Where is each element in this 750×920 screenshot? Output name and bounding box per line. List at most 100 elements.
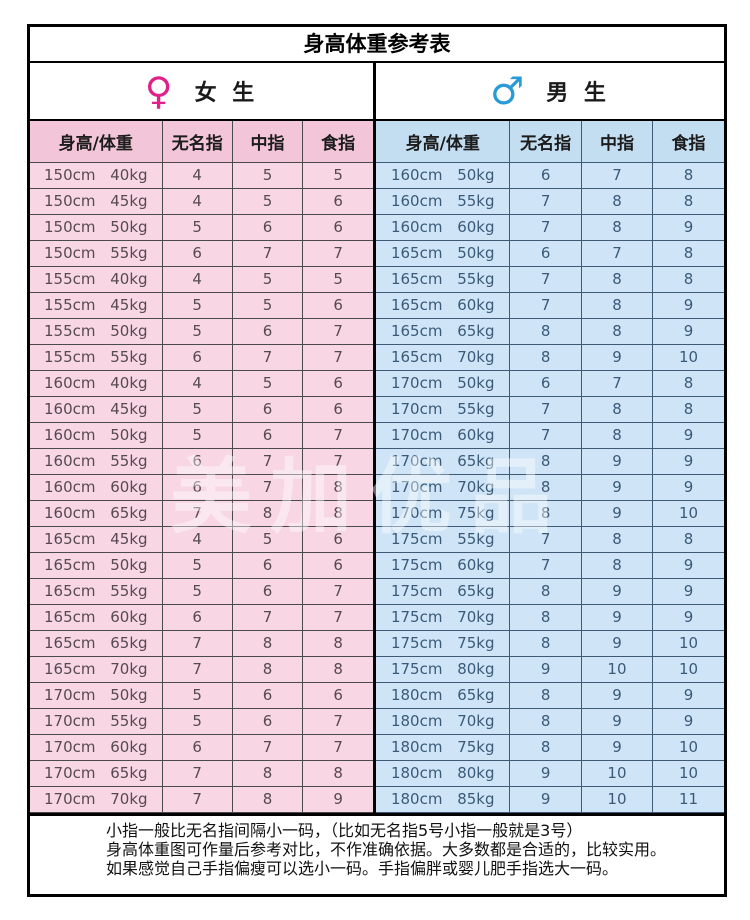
ring-finger-size-cell: 4 [161,525,233,553]
ring-finger-size-cell: 7 [509,525,582,553]
ring-finger-size-cell: 6 [509,369,582,397]
female-label: 女 生 [194,81,259,106]
middle-finger-size-cell: 5 [231,187,304,215]
middle-finger-size-cell: 8 [580,265,654,293]
middle-finger-size-cell: 5 [231,291,304,319]
male-section: ♂ 男 生 身高/体重 无名指 中指 食指 160cm 50kg 6 7 8 160cm… [376,63,724,813]
table-row: 160cm 45kg 5 6 6 [30,395,373,423]
index-finger-size-cell: 9 [652,551,724,579]
ring-finger-size-cell: 6 [161,447,233,475]
ring-finger-size-cell: 8 [509,681,582,709]
index-finger-size-cell: 8 [652,525,724,553]
male-label: 男 生 [546,81,610,106]
height-weight-cell: 170cm 75kg [376,499,511,527]
index-finger-size-cell: 9 [652,291,724,319]
index-finger-size-cell: 8 [302,473,373,501]
table-row: 170cm 50kg 5 6 6 [30,681,373,709]
middle-finger-size-cell: 10 [580,655,654,683]
female-col-height-weight: 身高/体重 [30,121,163,163]
middle-finger-size-cell: 10 [580,759,654,787]
ring-finger-size-cell: 4 [161,369,233,397]
height-weight-cell: 170cm 55kg [376,395,511,423]
index-finger-size-cell: 8 [652,239,724,267]
male-col-index-finger: 食指 [652,121,724,163]
table-row: 165cm 70kg 8 9 10 [376,343,724,371]
middle-finger-size-cell: 8 [580,213,654,241]
index-finger-size-cell: 10 [652,733,724,761]
index-finger-size-cell: 9 [652,473,724,501]
height-weight-cell: 170cm 65kg [30,759,163,787]
index-finger-size-cell: 8 [652,265,724,293]
index-finger-size-cell: 8 [302,759,373,787]
ring-finger-size-cell: 7 [161,629,233,657]
height-weight-cell: 165cm 60kg [376,291,511,319]
index-finger-size-cell: 10 [652,629,724,657]
index-finger-size-cell: 7 [302,733,373,761]
height-weight-cell: 170cm 50kg [376,369,511,397]
middle-finger-size-cell: 7 [231,447,304,475]
table-row: 175cm 70kg 8 9 9 [376,603,724,631]
middle-finger-size-cell: 8 [231,759,304,787]
height-weight-cell: 165cm 55kg [30,577,163,605]
ring-finger-size-cell: 9 [509,759,582,787]
table-row: 175cm 55kg 7 8 8 [376,525,724,553]
female-col-middle-finger: 中指 [231,121,304,163]
table-row: 180cm 85kg 9 10 11 [376,785,724,813]
ring-finger-size-cell: 6 [161,239,233,267]
index-finger-size-cell: 5 [302,265,373,293]
table-row: 175cm 75kg 8 9 10 [376,629,724,657]
middle-finger-size-cell: 10 [580,785,654,813]
height-weight-cell: 175cm 65kg [376,577,511,605]
chart-title: 身高体重参考表 [30,27,724,63]
height-weight-cell: 165cm 65kg [376,317,511,345]
male-column-header-row: 身高/体重 无名指 中指 食指 [376,121,724,163]
middle-finger-size-cell: 6 [231,213,304,241]
ring-finger-size-cell: 8 [509,343,582,371]
middle-finger-size-cell: 7 [231,473,304,501]
notes-section: 小指一般比无名指间隔小一码，（比如无名指5号小指一般就是3号） 身高体重图可作量… [30,812,724,894]
height-weight-cell: 165cm 70kg [376,343,511,371]
ring-finger-size-cell: 7 [509,291,582,319]
height-weight-cell: 170cm 70kg [30,785,163,813]
index-finger-size-cell: 7 [302,603,373,631]
male-icon: ♂ [490,69,525,113]
index-finger-size-cell: 11 [652,785,724,813]
height-weight-cell: 170cm 70kg [376,473,511,501]
middle-finger-size-cell: 9 [580,499,654,527]
table-row: 170cm 65kg 8 9 9 [376,447,724,475]
height-weight-cell: 180cm 85kg [376,785,511,813]
height-weight-cell: 150cm 50kg [30,213,163,241]
table-row: 165cm 50kg 5 6 6 [30,551,373,579]
index-finger-size-cell: 8 [652,395,724,423]
table-row: 170cm 75kg 8 9 10 [376,499,724,527]
height-weight-cell: 160cm 50kg [376,161,511,189]
ring-finger-size-cell: 5 [161,577,233,605]
middle-finger-size-cell: 8 [580,395,654,423]
ring-finger-size-cell: 7 [161,759,233,787]
table-row: 175cm 65kg 8 9 9 [376,577,724,605]
table-row: 160cm 55kg 6 7 7 [30,447,373,475]
middle-finger-size-cell: 6 [231,551,304,579]
height-weight-cell: 150cm 40kg [30,161,163,189]
ring-finger-size-cell: 8 [509,473,582,501]
table-row: 160cm 50kg 6 7 8 [376,161,724,189]
table-row: 180cm 75kg 8 9 10 [376,733,724,761]
ring-finger-size-cell: 8 [509,499,582,527]
ring-finger-size-cell: 5 [161,291,233,319]
ring-finger-size-cell: 8 [509,577,582,605]
table-row: 160cm 60kg 7 8 9 [376,213,724,241]
index-finger-size-cell: 9 [652,681,724,709]
middle-finger-size-cell: 8 [580,551,654,579]
height-weight-cell: 150cm 45kg [30,187,163,215]
ring-finger-size-cell: 4 [161,265,233,293]
male-col-ring-finger: 无名指 [509,121,582,163]
height-weight-cell: 165cm 50kg [30,551,163,579]
index-finger-size-cell: 10 [652,343,724,371]
middle-finger-size-cell: 8 [580,187,654,215]
index-finger-size-cell: 9 [652,421,724,449]
height-weight-cell: 175cm 80kg [376,655,511,683]
ring-finger-size-cell: 8 [509,629,582,657]
index-finger-size-cell: 10 [652,655,724,683]
middle-finger-size-cell: 7 [580,239,654,267]
